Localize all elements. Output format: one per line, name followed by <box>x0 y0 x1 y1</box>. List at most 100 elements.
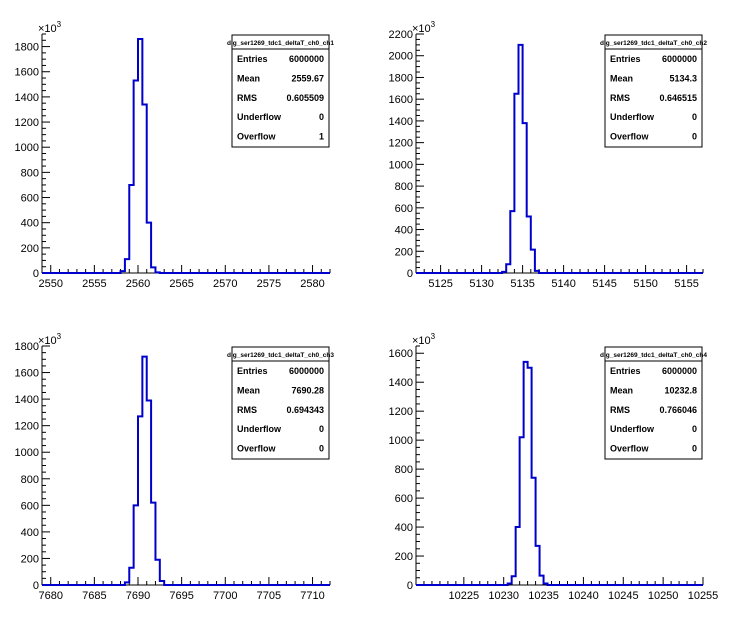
y-tick-label: 0 <box>33 580 39 592</box>
stats-box: dig_ser1269_tdc1_deltaT_ch0_ch2 Entries 60… <box>600 34 707 148</box>
stats-box-title: dig_ser1269_tdc1_deltaT_ch0_ch3 <box>227 352 334 359</box>
x-tick-label: 2580 <box>300 278 324 290</box>
y-exponent-label: ×103 <box>38 332 62 347</box>
x-tick-label: 5130 <box>469 278 493 290</box>
stats-name: Entries <box>237 366 268 376</box>
y-tick-label: 800 <box>21 167 39 179</box>
y-tick-label: 1600 <box>389 94 413 106</box>
stats-box-frame <box>604 346 703 460</box>
stats-name: RMS <box>610 93 630 103</box>
y-tick-label: 600 <box>395 493 413 505</box>
x-tick-label: 7690 <box>126 590 150 602</box>
x-tick-label: 10255 <box>688 590 719 602</box>
x-tick-label: 2575 <box>257 278 281 290</box>
stats-value: 0.605509 <box>286 93 324 103</box>
y-tick-label: 600 <box>395 203 413 215</box>
y-tick-label: 800 <box>395 181 413 193</box>
stats-value: 6000000 <box>289 366 324 376</box>
y-tick-label: 0 <box>33 268 39 280</box>
y-tick-label: 1200 <box>389 406 413 418</box>
histogram-line <box>416 360 703 586</box>
stats-value: 7690.28 <box>291 385 324 395</box>
x-tick-label: 5140 <box>551 278 575 290</box>
y-tick-label: 400 <box>395 225 413 237</box>
y-tick-label: 1000 <box>15 142 39 154</box>
y-tick-label: 400 <box>395 522 413 534</box>
x-tick-label: 7710 <box>300 590 324 602</box>
y-exponent-sup: 3 <box>57 332 62 341</box>
stats-name: Mean <box>237 73 260 83</box>
stats-name: Mean <box>610 73 633 83</box>
y-tick-label: 400 <box>21 527 39 539</box>
stats-box-title: dig_ser1269_tdc1_deltaT_ch0_ch2 <box>600 40 707 47</box>
y-tick-label: 200 <box>395 246 413 258</box>
y-tick-label: 1400 <box>389 377 413 389</box>
y-tick-label: 200 <box>395 551 413 563</box>
y-tick-label: 1800 <box>389 72 413 84</box>
y-tick-label: 1200 <box>389 138 413 150</box>
stats-name: Entries <box>610 366 641 376</box>
x-tick-label: 2565 <box>169 278 193 290</box>
x-tick-label: 5150 <box>633 278 657 290</box>
stats-name: Overflow <box>237 132 277 142</box>
y-tick-label: 1600 <box>15 67 39 79</box>
histogram-panel-1: 2550 2555 2560 2565 2570 2575 2580 0 200 400 600 80… <box>15 20 335 290</box>
x-tick-label: 7680 <box>38 590 62 602</box>
stats-value: 0 <box>692 444 697 454</box>
stats-box: dig_ser1269_tdc1_deltaT_ch0_ch1 Entries 60… <box>227 34 334 148</box>
stats-box-title: dig_ser1269_tdc1_deltaT_ch0_ch4 <box>600 352 707 359</box>
y-exponent-label: ×103 <box>412 20 436 35</box>
stats-box-frame <box>231 346 330 460</box>
stats-value: 6000000 <box>662 54 697 64</box>
y-exponent-label: ×103 <box>38 20 62 35</box>
histogram-line <box>42 355 330 586</box>
y-tick-label: 2200 <box>389 29 413 41</box>
y-tick-label: 400 <box>21 218 39 230</box>
y-tick-label: 0 <box>407 580 413 592</box>
stats-name: Underflow <box>237 112 282 122</box>
stats-name: Mean <box>610 385 633 395</box>
stats-value: 0 <box>692 112 697 122</box>
x-tick-label: 10235 <box>528 590 559 602</box>
histogram-panel-3: 7680 7685 7690 7695 7700 7705 7710 0 200 400 600 80… <box>15 332 335 602</box>
y-tick-label: 1400 <box>389 116 413 128</box>
y-tick-label: 1600 <box>389 348 413 360</box>
y-tick-label: 1000 <box>389 435 413 447</box>
y-tick-label: 0 <box>407 268 413 280</box>
y-tick-label: 1400 <box>15 92 39 104</box>
y-tick-label: 1600 <box>15 368 39 380</box>
x-tick-label: 2550 <box>38 278 62 290</box>
y-exponent-sup: 3 <box>57 20 62 29</box>
histogram-panel-2: 5125 5130 5135 5140 5145 5150 5155 0 200 400 600 80… <box>389 20 708 290</box>
x-tick-label: 2570 <box>213 278 237 290</box>
x-tick-label: 7685 <box>82 590 106 602</box>
stats-value: 0.694343 <box>286 405 324 415</box>
stats-value: 0 <box>319 424 324 434</box>
x-tick-label: 10250 <box>648 590 679 602</box>
x-tick-label: 7695 <box>169 590 193 602</box>
y-tick-label: 2000 <box>389 51 413 63</box>
stats-value: 5134.3 <box>669 73 697 83</box>
y-tick-label: 1000 <box>15 447 39 459</box>
y-tick-label: 800 <box>395 464 413 476</box>
y-tick-label: 200 <box>21 243 39 255</box>
stats-value: 6000000 <box>662 366 697 376</box>
stats-box: dig_ser1269_tdc1_deltaT_ch0_ch4 Entries 60… <box>600 346 707 460</box>
x-tick-label: 7700 <box>213 590 237 602</box>
x-tick-label: 2555 <box>82 278 106 290</box>
stats-value: 1 <box>319 132 324 142</box>
stats-name: Underflow <box>610 424 655 434</box>
x-tick-label: 10245 <box>608 590 639 602</box>
stats-name: RMS <box>237 93 257 103</box>
y-tick-label: 600 <box>21 193 39 205</box>
y-tick-label: 600 <box>21 500 39 512</box>
stats-box-frame <box>604 34 703 148</box>
x-tick-label: 5145 <box>592 278 616 290</box>
stats-name: Underflow <box>610 112 655 122</box>
y-exponent-label: ×103 <box>412 332 436 347</box>
stats-value: 10232.8 <box>664 385 697 395</box>
x-tick-label: 5155 <box>674 278 698 290</box>
y-tick-label: 1200 <box>15 421 39 433</box>
y-tick-label: 1400 <box>15 394 39 406</box>
